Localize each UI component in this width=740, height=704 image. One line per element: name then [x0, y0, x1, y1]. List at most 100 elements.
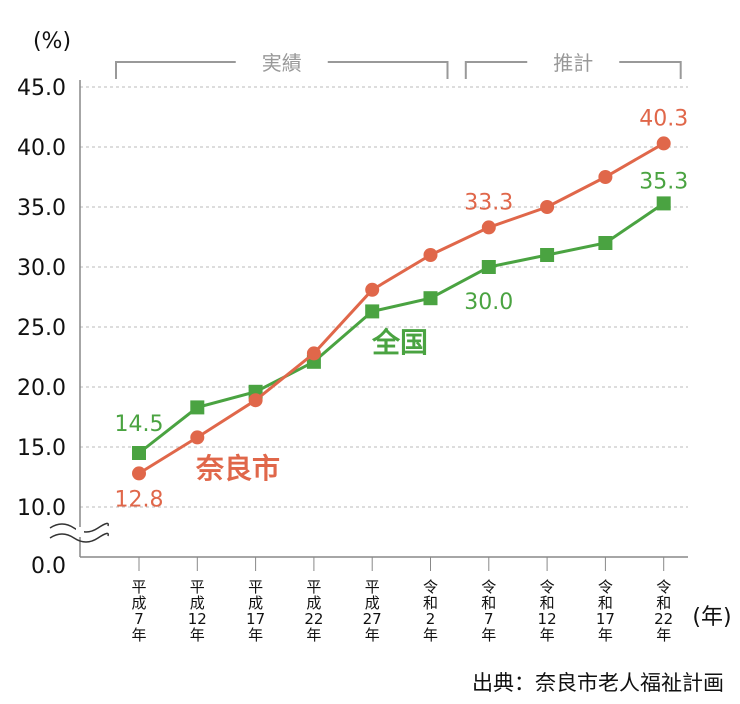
- x-tick-label: 平成 12 年: [188, 578, 207, 644]
- x-tick-label-part: 平: [306, 578, 321, 596]
- data-point: [540, 200, 555, 214]
- y-tick-label: 20.0: [17, 376, 66, 401]
- x-tick-label-part: 平: [190, 578, 205, 596]
- data-point: [481, 220, 496, 235]
- x-tick-label-part: 和: [598, 594, 613, 612]
- y-tick-label: 35.0: [17, 196, 66, 221]
- x-tick-label: 令和 22 年: [654, 578, 673, 644]
- group-label: 推計: [553, 51, 593, 75]
- x-tick-label-part: 年: [306, 626, 321, 644]
- x-tick-label: 平成 27 年: [363, 578, 382, 644]
- data-point: [132, 466, 146, 481]
- axis-break-icon: [49, 532, 110, 543]
- x-tick-label-part: 和: [481, 594, 496, 612]
- data-point: [190, 430, 205, 445]
- source-note: 出典：奈良市老人福祉計画: [472, 671, 724, 695]
- data-label: 30.0: [464, 290, 513, 315]
- series-nara: 12.8 33.3 40.3 奈良市: [115, 106, 689, 512]
- x-tick-label-part: 平: [248, 578, 263, 596]
- x-tick-label-part: 平: [131, 578, 146, 596]
- x-tick-label-part: 年: [481, 626, 496, 644]
- data-point: [306, 346, 321, 361]
- x-tick-label: 平成 22 年: [304, 578, 323, 644]
- x-tick-label-part: 平: [365, 578, 380, 596]
- data-label: 40.3: [639, 106, 688, 131]
- x-tick-label-part: 成: [365, 594, 380, 612]
- data-label: 12.8: [115, 487, 164, 512]
- x-axis-unit: (年): [692, 605, 731, 630]
- x-tick-label-part: 年: [248, 626, 263, 644]
- x-tick-label-part: 17: [246, 610, 265, 628]
- data-point: [656, 196, 671, 211]
- x-tick-label-part: 令: [481, 578, 496, 596]
- y-axis-unit: (%): [33, 29, 71, 54]
- y-tick-label: 15.0: [17, 436, 66, 461]
- series-name-label: 全国: [371, 326, 428, 359]
- x-tick-label-part: 年: [598, 626, 613, 644]
- x-tick-label: 令和 12 年: [538, 578, 557, 644]
- axis-break-icon: [49, 522, 110, 533]
- x-tick-label-part: 17: [596, 610, 615, 628]
- data-point: [656, 136, 671, 151]
- x-tick-label-part: 12: [538, 610, 557, 628]
- data-point: [248, 393, 263, 408]
- x-tick-label-part: 年: [131, 626, 146, 644]
- x-tick-label-part: 和: [656, 594, 671, 612]
- x-tick-label: 令和 2 年: [423, 578, 438, 644]
- x-tick-label-part: 年: [656, 626, 671, 644]
- x-tick-label: 令和 7 年: [481, 578, 496, 644]
- data-label: 35.3: [639, 169, 688, 194]
- series-national: 14.5 30.0 35.3 全国: [115, 169, 688, 460]
- series-line: [138, 142, 665, 475]
- group-bracket: [115, 61, 449, 79]
- x-tick-label-part: 年: [190, 626, 205, 644]
- x-tick-label: 平成 7 年: [131, 578, 146, 644]
- y-tick-label: 25.0: [17, 316, 66, 341]
- x-tick-label-part: 2: [426, 610, 436, 628]
- y-tick-label: 40.0: [17, 136, 66, 161]
- x-tick-label-part: 令: [598, 578, 613, 596]
- x-tick-label-part: 成: [131, 594, 146, 612]
- x-tick-label-part: 令: [656, 578, 671, 596]
- x-tick-label-part: 年: [423, 626, 438, 644]
- x-tick-label-part: 成: [190, 594, 205, 612]
- y-tick-label: 30.0: [17, 256, 66, 281]
- x-tick-label-part: 12: [188, 610, 207, 628]
- data-label: 14.5: [115, 412, 164, 437]
- data-point: [132, 446, 146, 460]
- x-tick-label-part: 年: [365, 626, 380, 644]
- x-tick-label-part: 22: [304, 610, 323, 628]
- x-tick-label-part: 7: [134, 610, 144, 628]
- x-tick-label-part: 和: [423, 594, 438, 612]
- group-label: 実績: [262, 51, 302, 75]
- data-point: [481, 260, 496, 274]
- axis-break-gap: [76, 527, 84, 537]
- y-tick-label: 45.0: [17, 76, 66, 101]
- data-point: [598, 170, 613, 184]
- data-point: [365, 304, 380, 319]
- x-tick-label-part: 27: [363, 610, 382, 628]
- x-tick-label-part: 令: [423, 578, 438, 596]
- x-tick-label-part: 年: [540, 626, 555, 644]
- data-point: [598, 236, 613, 250]
- data-point: [423, 291, 438, 306]
- series-line: [138, 202, 665, 455]
- x-tick-label-part: 令: [540, 578, 555, 596]
- x-tick-label-part: 22: [654, 610, 673, 628]
- x-tick-label-part: 成: [248, 594, 263, 612]
- y-tick-label: 10.0: [17, 496, 66, 521]
- data-point: [190, 400, 205, 415]
- x-tick-label-part: 成: [306, 594, 321, 612]
- data-point: [540, 248, 555, 262]
- group-bracket: [464, 61, 682, 79]
- data-point: [365, 282, 380, 297]
- x-tick-label: 令和 17 年: [596, 578, 615, 644]
- data-point: [423, 248, 438, 262]
- x-tick-label-part: 7: [484, 610, 494, 628]
- series-name-label: 奈良市: [195, 452, 280, 485]
- x-tick-label-part: 和: [540, 594, 555, 612]
- x-tick-label: 平成 17 年: [246, 578, 265, 644]
- y-tick-label: 0.0: [31, 554, 66, 579]
- data-label: 33.3: [464, 190, 513, 215]
